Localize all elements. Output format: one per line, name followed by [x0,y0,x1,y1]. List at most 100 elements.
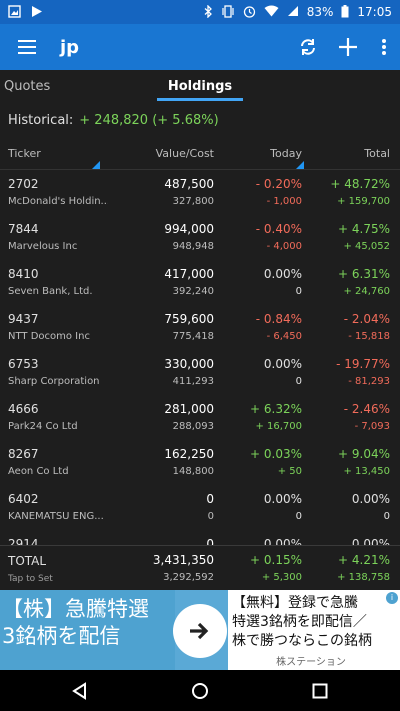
row-today-pct: - 0.40% [255,222,302,236]
menu-icon[interactable] [0,24,54,70]
row-value: 0 [206,537,214,545]
row-name: NTT Docomo Inc [8,331,90,342]
row-today-pct: 0.00% [263,492,302,506]
row-ticker: 8410 [8,267,39,281]
holdings-list: 2702 McDonald's Holdin... 487,500 327,80… [0,170,400,545]
table-row[interactable]: 6753 Sharp Corporation 330,000 411,293 0… [0,350,400,395]
row-total-pct: - 2.46% [343,402,390,416]
row-value: 994,000 [164,222,214,236]
app-title: jp [60,36,80,58]
ad-brand: 株ステーション [276,657,346,668]
row-value: 330,000 [164,357,214,371]
row-value: 759,600 [164,312,214,326]
tab-quotes[interactable]: Quotes [4,79,51,94]
ad-banner[interactable]: 【株】急騰特選 3銘柄を配信 【無料】登録で急騰 特選3銘柄を即配信／ 株で勝つ… [0,590,400,670]
tab-holdings[interactable]: Holdings [167,79,233,94]
row-ticker: 4666 [8,402,39,416]
row-total-amt: - 81,293 [348,376,390,387]
column-today[interactable]: Today [270,147,302,160]
row-today-amt: - 6,450 [266,331,302,342]
battery-icon [341,4,349,20]
image-notification-icon [8,4,21,20]
tap-to-set-label[interactable]: Tap to Set [8,574,53,584]
table-row[interactable]: 2914 0 0.00% 0.00% [0,530,400,545]
table-row[interactable]: 4666 Park24 Co Ltd 281,000 288,093 + 6.3… [0,395,400,440]
row-cost: 775,418 [172,331,214,342]
row-ticker: 8267 [8,447,39,461]
row-name: Park24 Co Ltd [8,421,78,432]
row-today-amt: 0 [295,376,302,387]
ad-info-icon[interactable]: i [386,592,398,604]
row-name: McDonald's Holdin... [8,196,108,207]
row-value: 162,250 [164,447,214,461]
table-row[interactable]: 8410 Seven Bank, Ltd. 417,000 392,240 0.… [0,260,400,305]
historical-summary: Historical: + 248,820 (+ 5.68%) [8,113,219,128]
ad-right-text: 【無料】登録で急騰 特選3銘柄を即配信／ 株で勝つならこの銘柄 株ステーション [228,590,400,670]
row-name: Sharp Corporation [8,376,100,387]
play-notification-icon [31,5,43,20]
row-today-amt: + 50 [277,466,302,477]
battery-percent: 83% [306,5,334,19]
row-today-pct: - 0.20% [255,177,302,191]
ad-left-text: 【株】急騰特選 3銘柄を配信 [0,590,175,670]
row-total-amt: + 13,450 [343,466,390,477]
table-row[interactable]: 2702 McDonald's Holdin... 487,500 327,80… [0,170,400,215]
row-total-amt: + 24,760 [343,286,390,297]
recent-apps-icon[interactable] [310,681,330,701]
refresh-icon[interactable] [288,24,328,70]
more-icon[interactable] [368,24,400,70]
row-cost: 148,800 [172,466,214,477]
column-value-cost[interactable]: Value/Cost [155,147,214,160]
back-icon[interactable] [70,681,90,701]
row-today-pct: 0.00% [263,537,302,545]
row-value: 281,000 [164,402,214,416]
table-row[interactable]: 9437 NTT Docomo Inc 759,600 775,418 - 0.… [0,305,400,350]
row-ticker: 2914 [8,537,39,545]
total-today-pct: + 0.15% [250,553,302,567]
row-cost: 948,948 [172,241,214,252]
row-total-pct: + 48.72% [330,177,390,191]
row-total-amt: - 7,093 [354,421,390,432]
row-value: 487,500 [164,177,214,191]
row-today-pct: + 6.32% [250,402,302,416]
signal-icon [287,5,299,19]
row-total-pct: 0.00% [351,492,390,506]
ad-right-line: 株で勝つならこの銘柄 [232,633,372,649]
row-total-amt: + 45,052 [343,241,390,252]
ad-left-line: 【株】急騰特選 [2,597,149,621]
row-total-amt: 0 [383,511,390,522]
row-today-pct: 0.00% [263,267,302,281]
ad-left-line: 3銘柄を配信 [2,624,121,648]
column-ticker[interactable]: Ticker [8,147,41,160]
total-summary[interactable]: TOTAL Tap to Set 3,431,350 3,292,592 + 0… [0,545,400,590]
column-header: Ticker Value/Cost Today Total [0,138,400,170]
row-total-pct: 0.00% [351,537,390,545]
home-icon[interactable] [190,681,210,701]
ad-arrow-icon[interactable] [173,604,227,658]
bluetooth-icon [204,3,213,20]
ad-right-line: 特選3銘柄を即配信／ [232,614,367,630]
tab-indicator [157,98,243,101]
ad-right-line: 【無料】登録で急騰 [232,595,358,611]
table-row[interactable]: 7844 Marvelous Inc 994,000 948,948 - 0.4… [0,215,400,260]
historical-value: + 248,820 (+ 5.68%) [79,113,219,128]
total-label: TOTAL [8,554,47,568]
vibrate-icon [221,4,235,20]
table-row[interactable]: 6402 KANEMATSU ENG... 0 0 0.00% 0 0.00% … [0,485,400,530]
row-cost: 392,240 [172,286,214,297]
row-today-amt: + 16,700 [255,421,302,432]
total-value: 3,431,350 [152,553,214,567]
row-total-amt: + 159,700 [337,196,390,207]
table-row[interactable]: 8267 Aeon Co Ltd 162,250 148,800 + 0.03%… [0,440,400,485]
row-today-amt: - 4,000 [266,241,302,252]
row-today-amt: - 1,000 [266,196,302,207]
row-today-pct: - 0.84% [255,312,302,326]
row-total-pct: - 19.77% [336,357,390,371]
column-total[interactable]: Total [364,147,390,160]
row-cost: 327,800 [172,196,214,207]
add-icon[interactable] [328,24,368,70]
row-ticker: 9437 [8,312,39,326]
row-value: 417,000 [164,267,214,281]
tab-bar: Quotes Holdings [0,70,400,104]
sort-indicator-icon [296,161,304,169]
